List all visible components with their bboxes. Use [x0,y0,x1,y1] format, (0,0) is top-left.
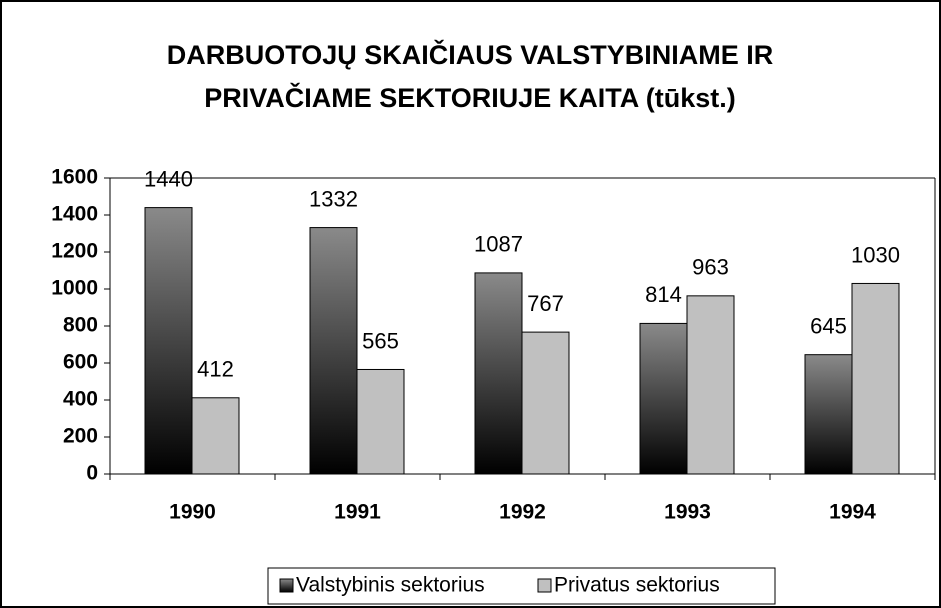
x-tick-label: 1992 [499,501,546,524]
legend-swatch [537,578,552,593]
bar [686,295,735,475]
value-label: 645 [810,313,847,338]
y-tick-label: 800 [63,314,98,337]
value-label: 565 [362,328,399,353]
bar [851,282,900,475]
x-tick-label: 1994 [829,501,876,524]
chart-title: DARBUOTOJŲ SKAIČIAUS VALSTYBINIAME IR [167,39,774,70]
x-tick-label: 1993 [664,501,711,524]
bar [144,207,193,475]
legend-swatch [279,578,294,593]
value-label: 1087 [474,232,523,257]
y-tick-label: 400 [63,388,98,411]
y-tick-label: 200 [63,425,98,448]
y-tick-label: 1000 [51,277,98,300]
legend-label: Valstybinis sektorius [296,574,485,597]
chart-title: PRIVAČIAME SEKTORIUJE KAITA (tūkst.) [204,82,736,113]
value-label: 1030 [851,242,900,267]
y-tick-label: 600 [63,351,98,374]
bar [191,397,240,475]
bar [804,354,853,475]
y-tick-label: 1600 [51,166,98,189]
x-tick-label: 1990 [169,501,216,524]
value-label: 1440 [144,166,193,191]
value-label: 1332 [309,186,358,211]
x-tick-label: 1991 [334,501,381,524]
value-label: 814 [645,282,682,307]
value-label: 412 [197,357,234,382]
value-label: 767 [527,291,564,316]
bar [639,322,688,475]
y-tick-label: 0 [86,462,98,485]
bar [356,368,405,475]
bar [521,331,570,475]
legend-label: Privatus sektorius [554,574,720,597]
y-tick-label: 1400 [51,203,98,226]
legend-box [267,567,776,605]
bar [474,272,523,475]
value-label: 963 [692,255,729,280]
bar [309,227,358,475]
y-tick-label: 1200 [51,240,98,263]
